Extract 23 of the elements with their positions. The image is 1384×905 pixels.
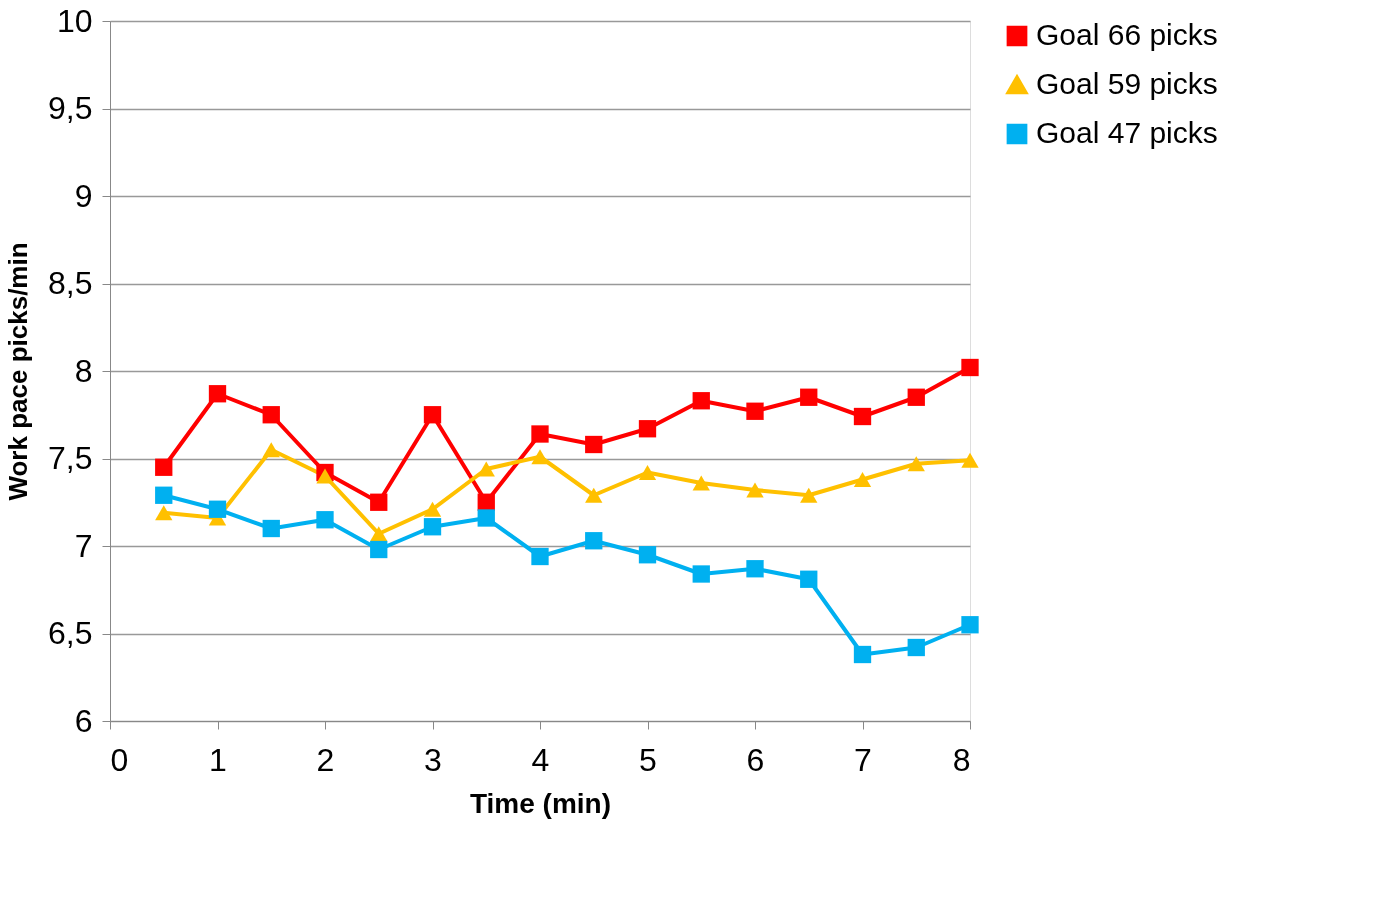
- y-tick-label: 6: [74, 702, 93, 739]
- x-tick-label: 8: [952, 741, 971, 778]
- x-tick-label: 7: [854, 741, 872, 778]
- x-tick-label: 3: [424, 741, 442, 778]
- x-tick-label: 4: [531, 741, 550, 778]
- legend-label: Goal 47 picks: [1036, 116, 1218, 149]
- x-tick-label: 1: [209, 741, 227, 778]
- x-tick-label: 5: [639, 741, 657, 778]
- y-tick-label: 8: [74, 352, 93, 389]
- y-tick-label: 7: [74, 527, 93, 564]
- y-tick-label: 6,5: [48, 615, 93, 651]
- y-tick-label: 7,5: [48, 440, 93, 476]
- legend-label: Goal 59 picks: [1036, 67, 1218, 100]
- y-tick-label: 9,5: [48, 90, 93, 126]
- y-axis-title: Work pace picks/min: [3, 242, 34, 501]
- legend-label: Goal 66 picks: [1036, 18, 1218, 51]
- x-tick-label: 2: [316, 741, 335, 778]
- x-tick-label: 0: [110, 741, 129, 778]
- y-tick-label: 9: [74, 177, 93, 214]
- y-tick-label: 10: [56, 2, 93, 39]
- x-axis-title: Time (min): [469, 787, 612, 819]
- y-tick-label: 8,5: [48, 265, 93, 301]
- x-tick-label: 6: [746, 741, 765, 778]
